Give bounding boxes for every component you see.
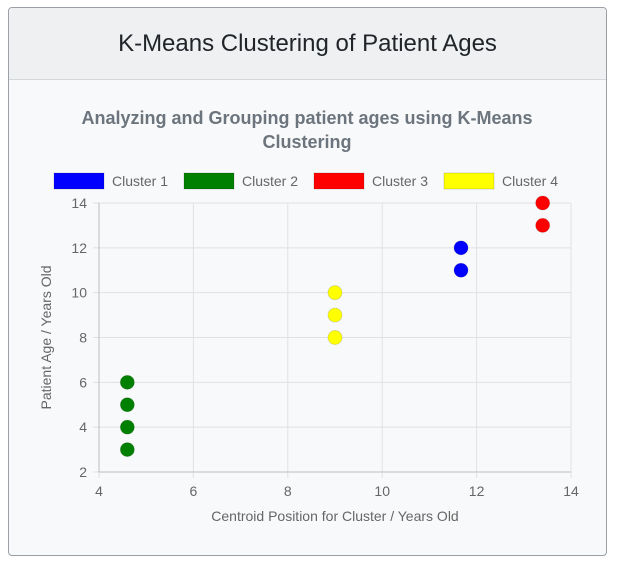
- x-tick-label: 4: [95, 483, 103, 499]
- card-header: K-Means Clustering of Patient Ages: [9, 8, 606, 80]
- x-tick-label: 14: [563, 483, 579, 499]
- data-point[interactable]: [119, 374, 135, 390]
- y-tick-label: 2: [79, 464, 87, 480]
- data-point[interactable]: [535, 217, 551, 233]
- x-tick-label: 6: [190, 483, 198, 499]
- y-tick-label: 14: [71, 195, 87, 211]
- x-tick-label: 10: [374, 483, 390, 499]
- chart-area: Analyzing and Grouping patient ages usin…: [9, 80, 606, 555]
- y-tick-label: 10: [71, 285, 87, 301]
- x-tick-label: 12: [469, 483, 485, 499]
- chart-title-line: Clustering: [262, 132, 351, 152]
- legend-label: Cluster 2: [242, 173, 298, 189]
- chart-card: K-Means Clustering of Patient Ages Analy…: [8, 7, 607, 556]
- scatter-chart: Analyzing and Grouping patient ages usin…: [38, 108, 579, 524]
- legend-label: Cluster 1: [112, 173, 168, 189]
- chart-title-line: Analyzing and Grouping patient ages usin…: [81, 108, 532, 128]
- data-point[interactable]: [119, 419, 135, 435]
- legend-label: Cluster 3: [372, 173, 428, 189]
- card-title: K-Means Clustering of Patient Ages: [118, 29, 497, 57]
- legend-swatch: [443, 172, 495, 190]
- legend-label: Cluster 4: [502, 173, 558, 189]
- legend-item[interactable]: Cluster 1: [53, 172, 168, 190]
- legend-item[interactable]: Cluster 2: [183, 172, 298, 190]
- data-point[interactable]: [327, 330, 343, 345]
- data-point[interactable]: [535, 195, 551, 211]
- y-tick-label: 4: [79, 419, 87, 435]
- data-point[interactable]: [327, 307, 343, 323]
- data-point[interactable]: [119, 442, 135, 458]
- y-tick-label: 12: [71, 240, 87, 256]
- data-point[interactable]: [453, 240, 469, 256]
- chart-grid: [93, 202, 572, 478]
- legend-swatch: [313, 172, 365, 190]
- legend-swatch: [183, 172, 235, 190]
- y-tick-label: 6: [79, 374, 87, 390]
- legend-item[interactable]: Cluster 3: [313, 172, 428, 190]
- chart-points: [119, 195, 551, 458]
- x-tick-label: 8: [284, 483, 292, 499]
- legend-swatch: [53, 172, 105, 190]
- chart-legend: Cluster 1 Cluster 2 Cluster 3 Cluster 4: [53, 172, 558, 190]
- data-point[interactable]: [119, 397, 135, 413]
- x-axis-title: Centroid Position for Cluster / Years Ol…: [211, 508, 458, 524]
- y-tick-label: 8: [79, 330, 87, 346]
- chart-title: Analyzing and Grouping patient ages usin…: [81, 108, 532, 152]
- data-point[interactable]: [453, 262, 469, 278]
- y-axis-title: Patient Age / Years Old: [38, 266, 54, 410]
- data-point[interactable]: [327, 285, 343, 301]
- legend-item[interactable]: Cluster 4: [443, 172, 558, 190]
